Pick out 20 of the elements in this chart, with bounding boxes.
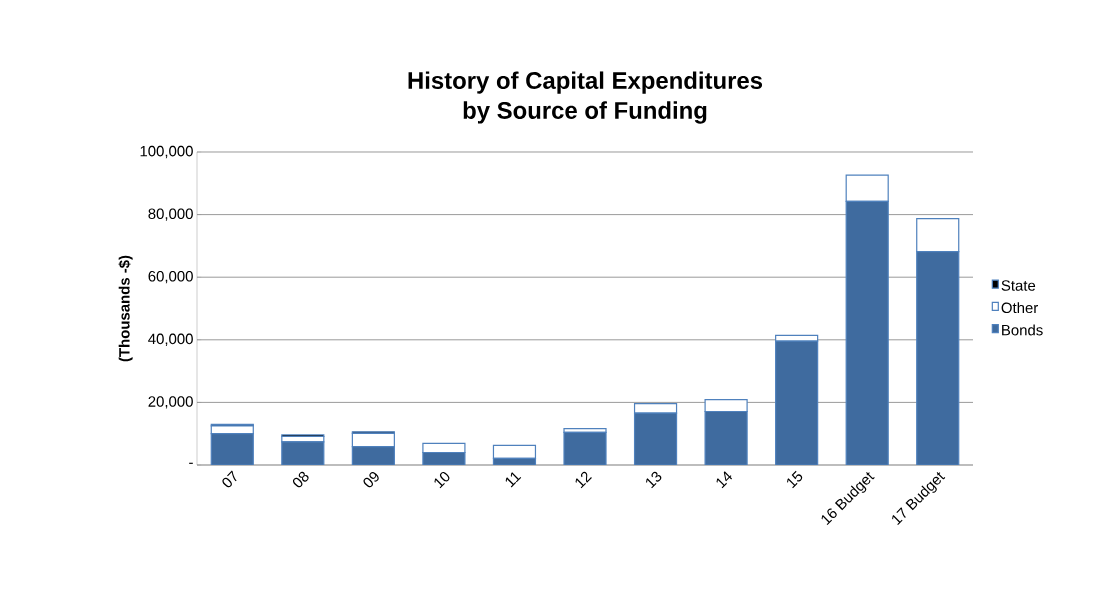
x-tick-label: 10 <box>434 471 450 489</box>
y-tick-label: 20,000 <box>148 396 193 409</box>
x-tick-label: 15 <box>787 470 803 489</box>
y-tick-label: 40,000 <box>148 333 193 346</box>
x-tick-label: 08 <box>292 471 309 488</box>
x-tick-label: 12 <box>575 471 592 489</box>
chart-title: History of Capital Expenditures by Source of Funding <box>408 71 763 124</box>
legend-label: Other <box>1001 302 1039 314</box>
y-tick-label: 100,000 <box>140 145 193 159</box>
y-tick-label: - <box>189 462 193 464</box>
y-axis-title: (Thousands -$) <box>118 255 133 362</box>
y-tick-label: 60,000 <box>148 271 193 284</box>
x-tick-label: 09 <box>363 471 379 488</box>
x-tick-label: 11 <box>505 472 522 488</box>
legend-label: Bonds <box>1002 324 1043 336</box>
x-tick-label: 07 <box>222 470 237 488</box>
x-tick-label: 14 <box>716 471 733 489</box>
y-tick-label: 80,000 <box>148 208 193 221</box>
legend-label: State <box>1001 280 1036 291</box>
x-tick-label: 13 <box>646 471 662 489</box>
